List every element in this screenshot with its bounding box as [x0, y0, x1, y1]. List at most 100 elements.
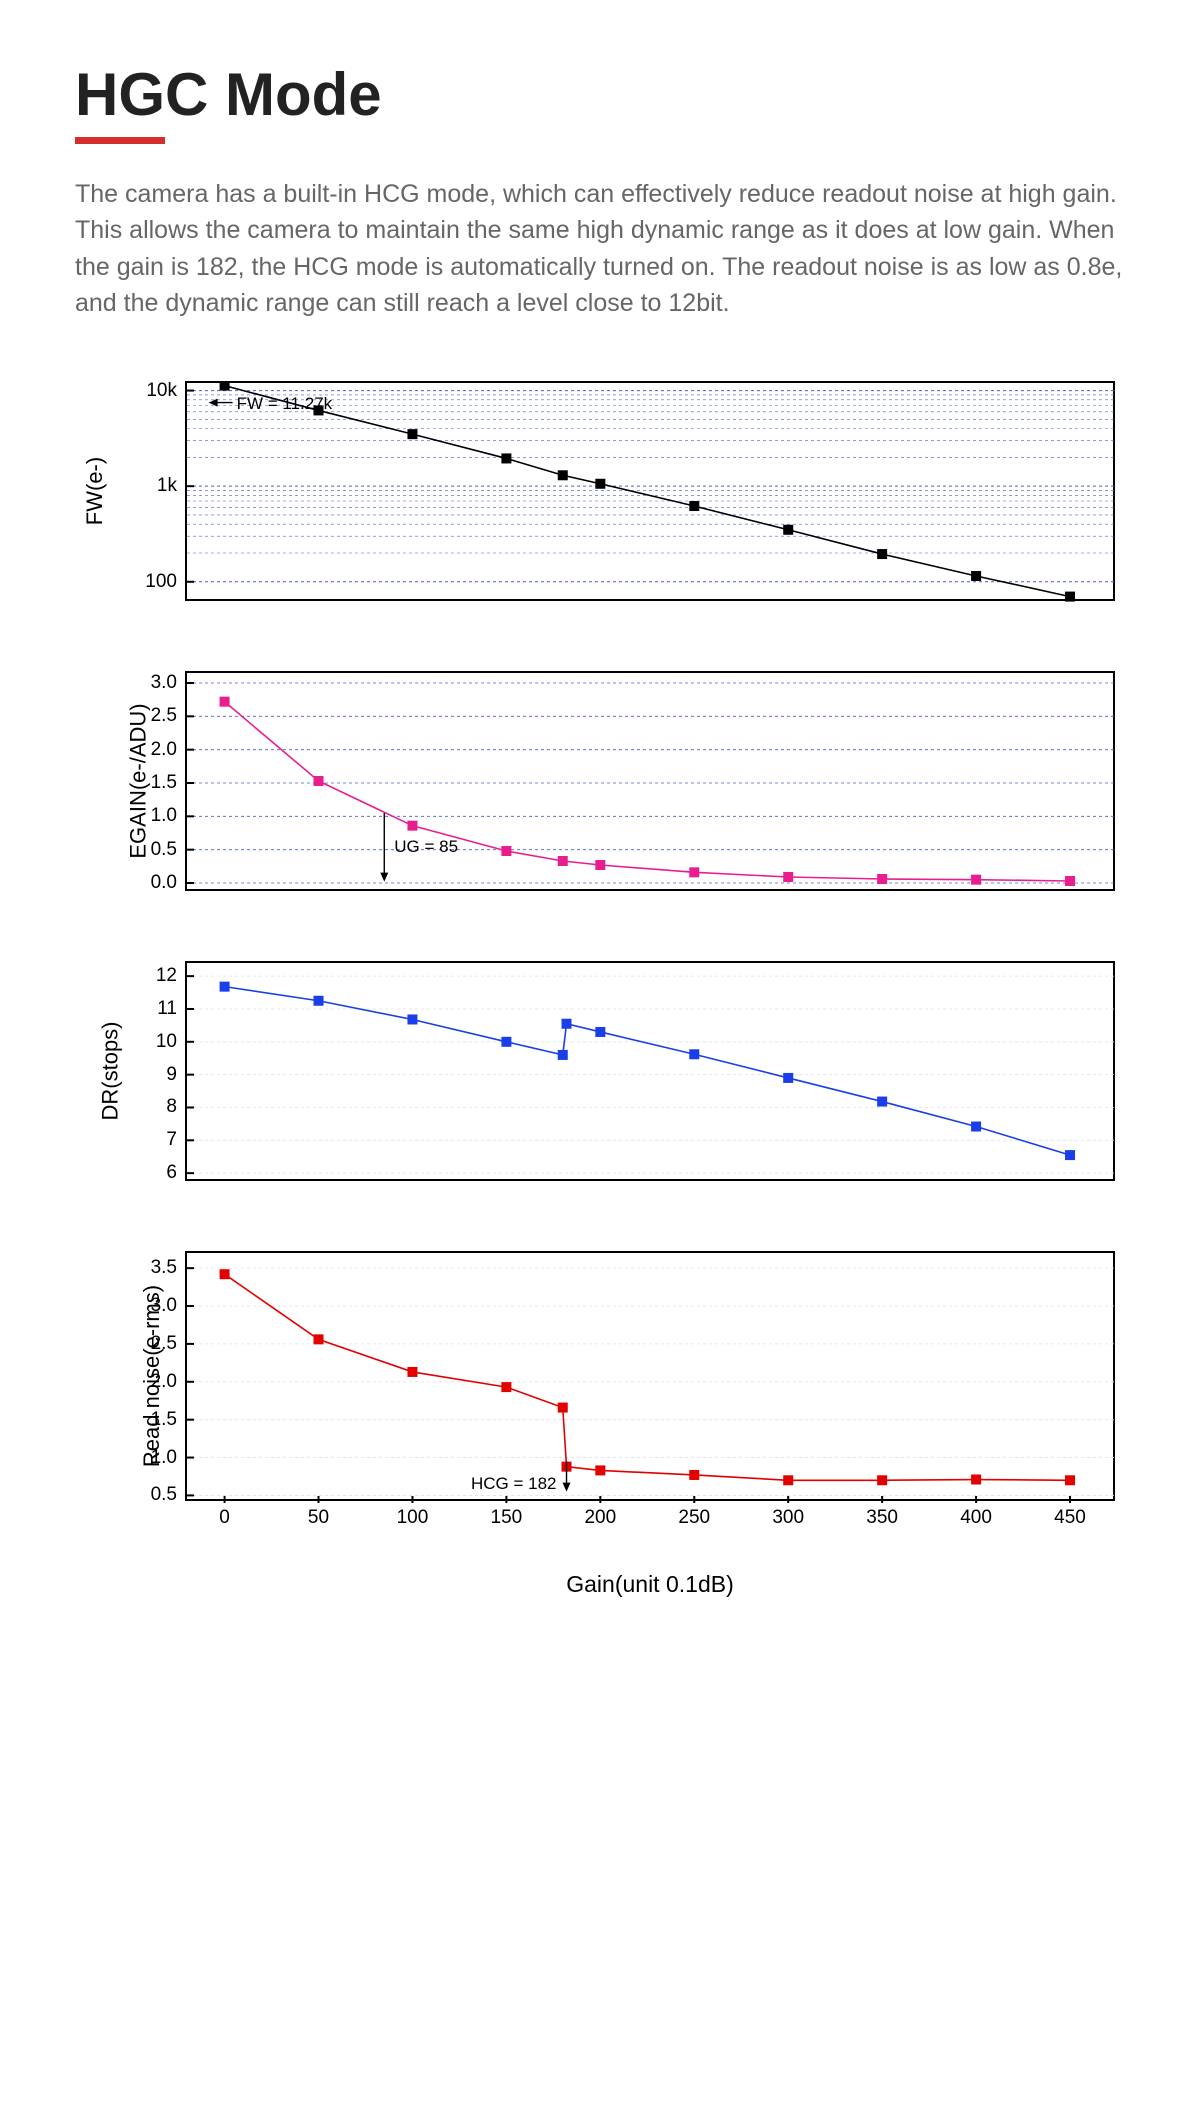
- x-tick-label: 100: [397, 1507, 429, 1529]
- chart-svg: [187, 963, 1117, 1183]
- y-tick-label: 3.0: [151, 1295, 177, 1317]
- chart-annotation: HCG = 182: [471, 1474, 557, 1494]
- y-tick-label: 7: [166, 1129, 177, 1151]
- x-tick-label: 50: [308, 1507, 329, 1529]
- y-tick-label: 1.5: [151, 772, 177, 794]
- data-marker: [1065, 592, 1075, 602]
- data-marker: [314, 996, 324, 1006]
- data-marker: [877, 1475, 887, 1485]
- data-marker: [877, 549, 887, 559]
- data-marker: [783, 1475, 793, 1485]
- y-tick-label: 1.0: [151, 1447, 177, 1469]
- data-marker: [783, 872, 793, 882]
- data-marker: [595, 860, 605, 870]
- data-marker: [220, 982, 230, 992]
- x-tick-label: 250: [678, 1507, 710, 1529]
- data-marker: [220, 1269, 230, 1279]
- data-marker: [501, 1037, 511, 1047]
- chart-panel-dr: DR(stops) 6 7 8 9 10 11 12: [75, 961, 1125, 1181]
- data-marker: [314, 776, 324, 786]
- x-tick-label: 150: [491, 1507, 523, 1529]
- data-marker: [558, 1403, 568, 1413]
- data-marker: [689, 867, 699, 877]
- data-marker: [501, 453, 511, 463]
- x-tick-label: 450: [1054, 1507, 1086, 1529]
- y-tick-label: 8: [166, 1096, 177, 1118]
- data-marker: [407, 429, 417, 439]
- title-underline: [75, 137, 165, 144]
- data-line: [225, 386, 1070, 597]
- y-tick-label: 10: [156, 1031, 177, 1053]
- data-marker: [971, 1475, 981, 1485]
- y-tick-label: 9: [166, 1064, 177, 1086]
- y-tick-label: 3.5: [151, 1257, 177, 1279]
- page-title: HGC Mode: [75, 60, 1125, 129]
- chart-panel-fw: FW(e-) 100 1k 10k FW = 11.27k: [75, 381, 1125, 601]
- data-marker: [220, 383, 230, 391]
- chart-annotation: UG = 85: [394, 837, 458, 857]
- y-tick-label: 1.0: [151, 805, 177, 827]
- data-marker: [314, 1334, 324, 1344]
- data-marker: [1065, 876, 1075, 886]
- data-marker: [562, 1019, 572, 1029]
- y-tick-label: 10k: [146, 380, 177, 402]
- data-marker: [220, 697, 230, 707]
- data-marker: [689, 1470, 699, 1480]
- data-marker: [877, 874, 887, 884]
- data-marker: [971, 875, 981, 885]
- data-marker: [558, 470, 568, 480]
- x-tick-label: 0: [219, 1507, 230, 1529]
- data-marker: [595, 1027, 605, 1037]
- chart-svg: [187, 673, 1117, 893]
- data-line: [225, 1274, 1070, 1480]
- chart-panel-egain: EGAIN(e-/ADU) 0.0 0.5 1.0 1.5 2.0 2.5 3.0 UG = 8…: [75, 671, 1125, 891]
- data-marker: [407, 1367, 417, 1377]
- x-axis-label: Gain(unit 0.1dB): [185, 1571, 1115, 1598]
- chart-svg: [187, 383, 1117, 603]
- y-tick-label: 2.0: [151, 1371, 177, 1393]
- y-axis-label: FW(e-): [82, 457, 108, 525]
- data-marker: [971, 571, 981, 581]
- data-marker: [971, 1122, 981, 1132]
- data-marker: [558, 856, 568, 866]
- y-tick-label: 12: [156, 965, 177, 987]
- data-marker: [407, 821, 417, 831]
- data-marker: [595, 479, 605, 489]
- data-marker: [877, 1097, 887, 1107]
- x-tick-label: 400: [960, 1507, 992, 1529]
- y-tick-label: 0.5: [151, 839, 177, 861]
- data-marker: [1065, 1150, 1075, 1160]
- data-marker: [783, 1073, 793, 1083]
- y-tick-label: 2.5: [151, 705, 177, 727]
- y-tick-label: 100: [145, 571, 177, 593]
- y-tick-label: 3.0: [151, 672, 177, 694]
- chart-svg: [187, 1253, 1117, 1503]
- data-marker: [783, 525, 793, 535]
- y-tick-label: 0.0: [151, 872, 177, 894]
- y-axis-label: EGAIN(e-/ADU): [126, 703, 152, 858]
- chart-panel-readnoise: Read noise(e-rms)0.51.01.52.02.53.03.505…: [75, 1251, 1125, 1501]
- y-tick-label: 2.5: [151, 1333, 177, 1355]
- y-tick-label: 2.0: [151, 739, 177, 761]
- data-marker: [689, 1049, 699, 1059]
- x-tick-label: 350: [866, 1507, 898, 1529]
- data-marker: [501, 1382, 511, 1392]
- data-marker: [689, 501, 699, 511]
- y-tick-label: 6: [166, 1162, 177, 1184]
- data-marker: [595, 1465, 605, 1475]
- y-tick-label: 1k: [157, 475, 177, 497]
- data-marker: [501, 846, 511, 856]
- data-line: [225, 987, 1070, 1155]
- y-tick-label: 11: [157, 998, 177, 1020]
- y-tick-label: 1.5: [151, 1409, 177, 1431]
- chart-annotation: FW = 11.27k: [237, 394, 333, 414]
- x-tick-label: 300: [772, 1507, 804, 1529]
- data-marker: [558, 1050, 568, 1060]
- x-tick-label: 200: [584, 1507, 616, 1529]
- data-marker: [407, 1014, 417, 1024]
- chart-area: FW(e-)1001k10kFW = 11.27kEGAIN(e-/ADU)0.…: [75, 381, 1125, 1598]
- data-line: [225, 702, 1070, 881]
- data-marker: [1065, 1475, 1075, 1485]
- y-axis-label: DR(stops): [98, 1021, 124, 1120]
- y-tick-label: 0.5: [151, 1484, 177, 1506]
